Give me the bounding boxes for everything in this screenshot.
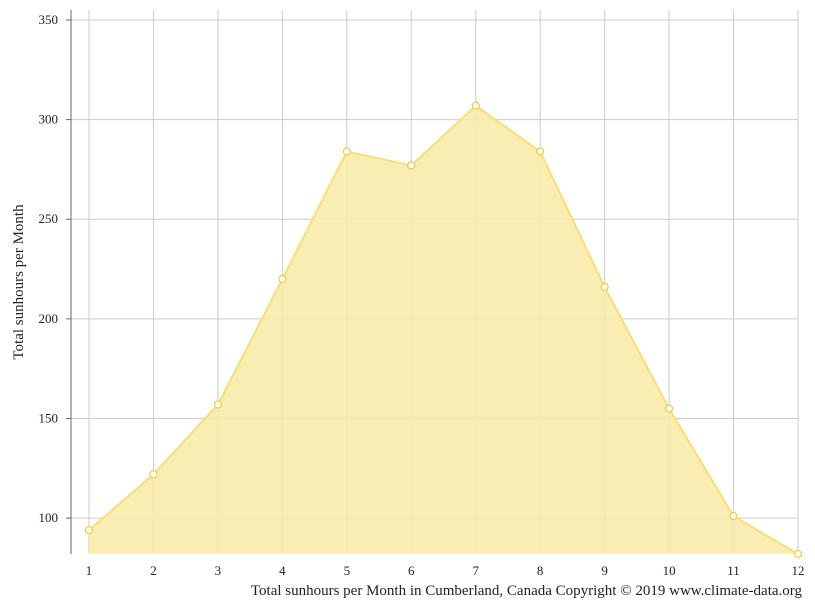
x-tick-label-11: 11 (727, 563, 740, 578)
data-point-10 (664, 404, 674, 413)
y-tick-label-150: 150 (39, 410, 59, 425)
data-point-7 (471, 101, 480, 110)
x-tick-label-8: 8 (537, 563, 544, 578)
x-tick-label-10: 10 (663, 563, 676, 578)
data-point-12 (793, 549, 803, 559)
data-point-9 (600, 282, 609, 292)
x-tick-label-1: 1 (86, 563, 93, 578)
x-tick-label-12: 12 (792, 563, 805, 578)
x-tick-label-3: 3 (215, 563, 222, 578)
y-tick-label-200: 200 (39, 311, 59, 326)
data-point-2 (149, 470, 158, 479)
data-point-11 (729, 512, 738, 521)
y-tick-label-250: 250 (39, 211, 59, 226)
data-point-6 (407, 161, 416, 170)
chart-caption: Total sunhours per Month in Cumberland, … (250, 583, 802, 599)
data-point-4 (278, 274, 287, 284)
x-tick-label-7: 7 (472, 563, 479, 578)
y-axis-title: Total sunhours per Month (11, 204, 27, 360)
x-tick-label-2: 2 (150, 563, 157, 578)
sunhours-area (89, 105, 798, 555)
y-tick-label-300: 300 (39, 112, 59, 127)
x-tick-label-4: 4 (279, 563, 286, 578)
data-point-5 (342, 147, 351, 156)
y-tick-label-100: 100 (39, 510, 59, 525)
data-point-8 (536, 147, 545, 156)
y-tick-label-350: 350 (39, 12, 59, 27)
x-tick-label-9: 9 (601, 563, 608, 578)
sunhours-line (88, 104, 799, 555)
data-points (84, 101, 803, 559)
x-axis-ticks: 1 2 3 4 5 6 7 8 9 10 11 12 (86, 563, 805, 578)
y-axis-ticks: 100 150 200 250 300 350 (39, 12, 71, 525)
x-tick-label-6: 6 (408, 563, 415, 578)
data-point-3 (213, 400, 223, 409)
data-point-1 (84, 525, 94, 535)
x-tick-label-5: 5 (344, 563, 351, 578)
